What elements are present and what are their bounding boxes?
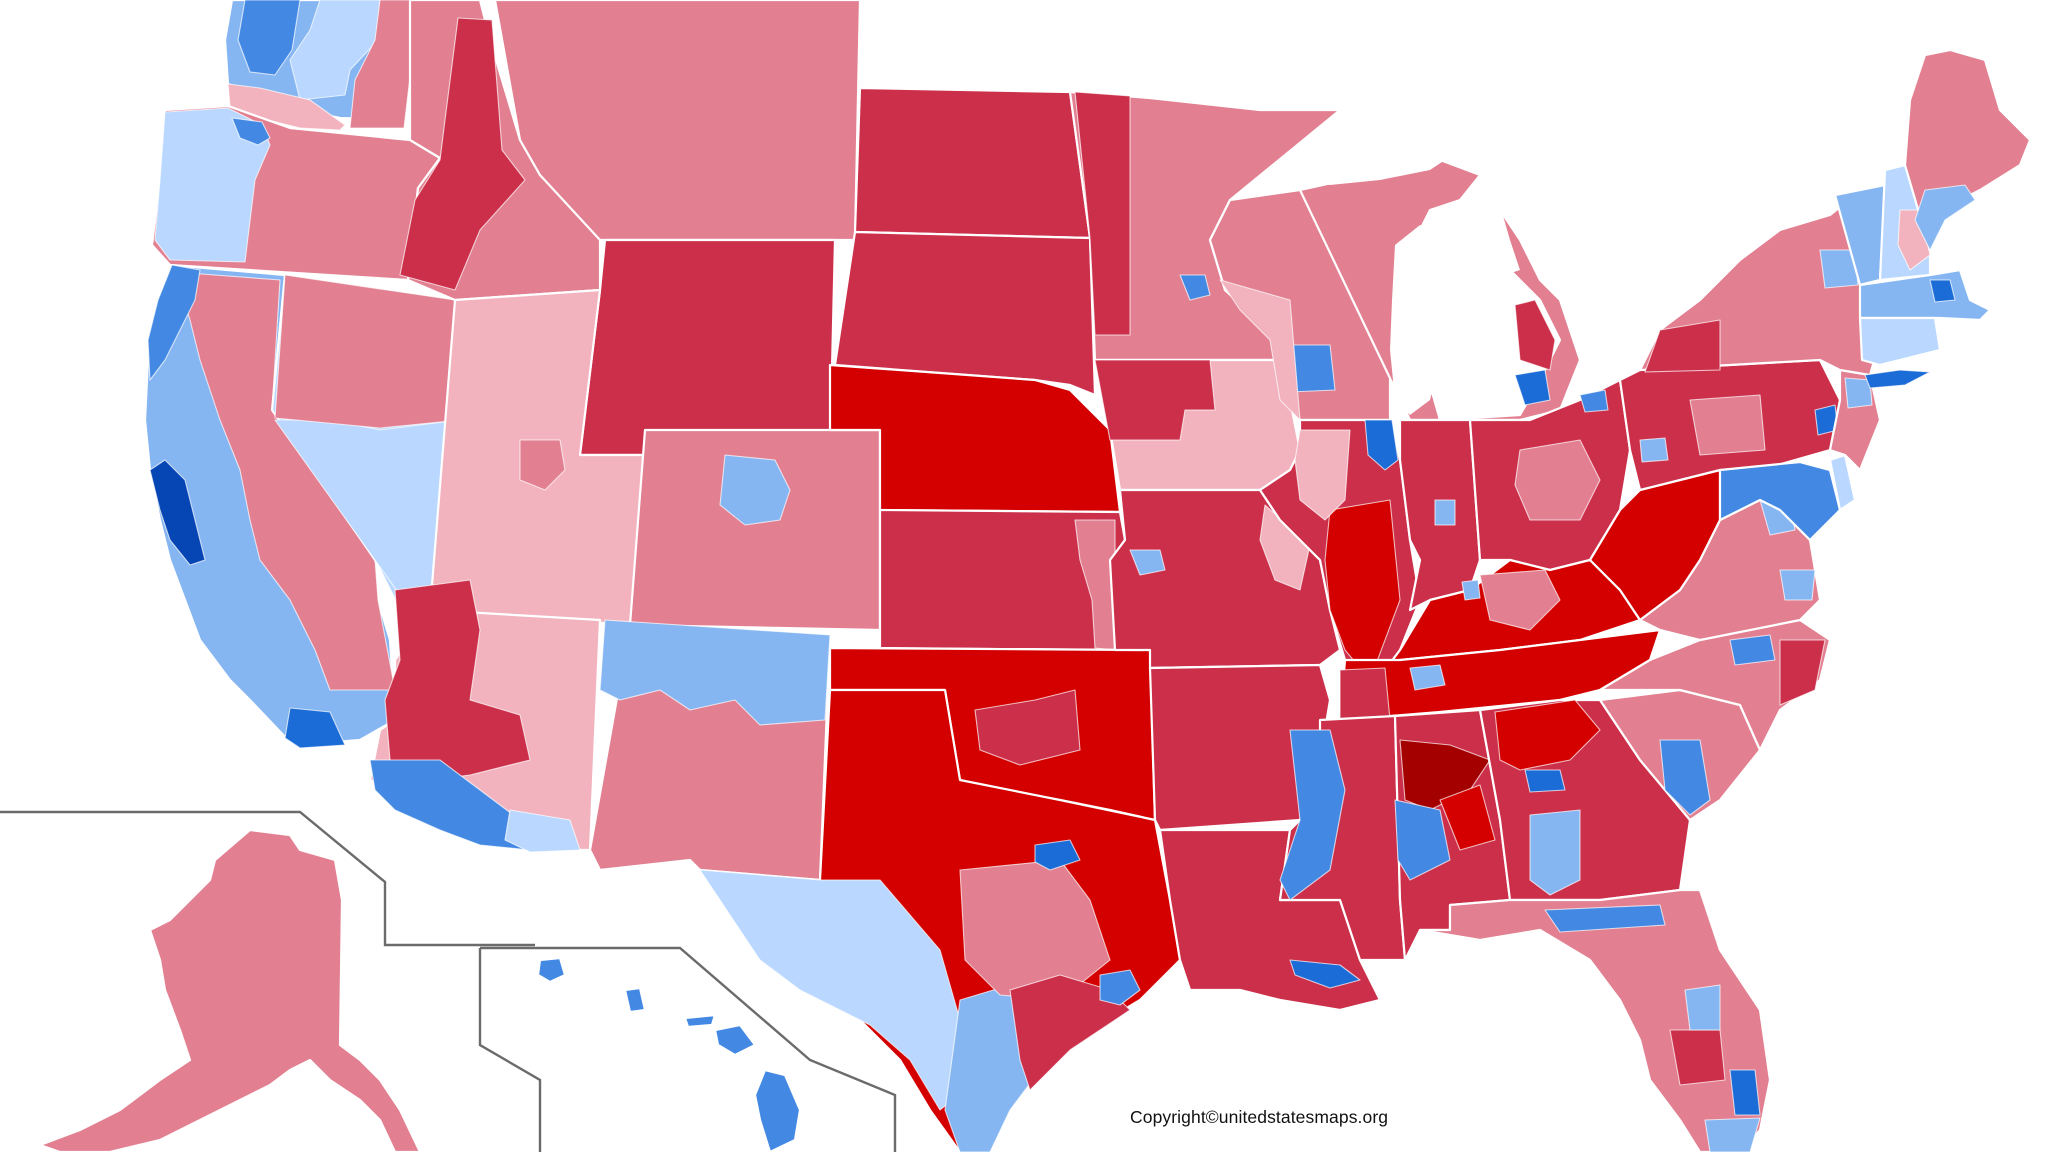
district-PA-central[interactable] [1689,394,1766,456]
district-AL-3[interactable] [1439,784,1496,851]
district-CO-denver[interactable] [719,454,791,526]
lake-huron [1470,200,1520,275]
district-NJ-north[interactable] [1844,377,1873,409]
district-FL-tampa[interactable] [1669,1029,1726,1086]
region-MI[interactable]: Michigan [1298,158,1582,422]
district-NC-east[interactable] [1779,639,1826,706]
district-FL-palm[interactable] [1729,1069,1761,1116]
district-SC-6[interactable] [1659,739,1711,816]
district-TX-west[interactable] [699,869,966,1111]
district-AL-7[interactable] [1394,799,1451,881]
district-TN-nashville[interactable] [1409,664,1446,691]
district-NY-albany[interactable] [1819,249,1859,289]
region-AK[interactable]: Alaska [38,828,422,1152]
district-TX-central[interactable] [959,859,1111,1001]
district-OK-okc[interactable] [974,689,1081,766]
district-TN-memphis[interactable] [1339,667,1391,721]
district-OR-coast[interactable] [154,107,271,263]
district-CA-bay[interactable] [149,459,206,566]
hawaii-inset-border [478,946,897,1152]
district-OR-portland[interactable] [231,117,271,146]
district-AZ-tucson[interactable] [504,809,581,853]
district-MI-thumb[interactable] [1514,299,1556,371]
district-GA-2[interactable] [1529,809,1581,896]
district-WA-coast[interactable] [237,0,301,76]
district-TX-coast[interactable] [1009,974,1131,1091]
district-UT-slc[interactable] [519,439,566,491]
region-HI-maui[interactable]: Hawaii [713,1023,757,1057]
district-IL-chicago[interactable] [1364,419,1399,471]
lake-michigan [1390,225,1450,415]
district-LA-nola[interactable] [1289,959,1361,989]
district-TX-dallas[interactable] [1034,839,1081,871]
district-KS-3[interactable] [1074,519,1116,651]
district-WI-southwest[interactable] [1219,279,1301,421]
district-KY-lou-dem[interactable] [1461,579,1481,601]
district-CA-north-coast[interactable] [147,264,201,381]
district-GA-north[interactable] [1494,699,1601,771]
lake-superior [1300,140,1460,185]
district-TX-houston[interactable] [1099,969,1141,1006]
region-MT[interactable]: Montana [493,0,862,242]
region-HI-oahu[interactable]: Hawaii [623,986,647,1014]
district-MS-2[interactable] [1279,729,1346,901]
district-NC-triangle[interactable] [1729,634,1776,666]
district-ME-1[interactable] [1914,184,1976,251]
district-CA-la[interactable] [284,707,346,749]
district-OH-central[interactable] [1514,439,1601,521]
region-FL[interactable]: Florida [1418,888,1772,1152]
district-FL-miami[interactable] [1704,1117,1761,1152]
district-MN-west[interactable] [1074,91,1131,336]
district-AZ-phoenix[interactable] [369,759,531,851]
region-HI-molokai[interactable]: Hawaii [683,1013,717,1029]
region-MD[interactable]: Maryland [1718,460,1842,542]
district-NY-nyc[interactable] [1864,369,1931,389]
district-FL-tallahassee[interactable] [1544,904,1666,933]
district-AZ-1[interactable] [384,579,531,781]
district-GA-atlanta[interactable] [1524,769,1566,793]
district-IA-4[interactable] [1094,359,1216,441]
district-NV-north[interactable] [274,274,461,429]
district-FL-orlando[interactable] [1684,984,1721,1031]
district-IL-west[interactable] [1294,429,1351,521]
copyright-text: Copyright©unitedstatesmaps.org [1130,1107,1389,1127]
district-MN-metro[interactable] [1179,274,1211,301]
region-WY[interactable]: Wyoming [578,238,837,457]
region-HI-big-island[interactable]: Hawaii [753,1068,802,1152]
district-MA-boston[interactable] [1929,279,1956,303]
alaska-inset-border [0,810,535,947]
district-NM-1[interactable] [599,619,831,726]
region-HI-kauai[interactable]: Hawaii [536,956,567,984]
region-ND[interactable]: North Dakota [853,86,1092,240]
district-KY-louisville[interactable] [1479,569,1561,631]
region-CT[interactable]: Connecticut [1858,316,1942,367]
district-ID-1[interactable] [399,17,526,291]
district-MI-detroit[interactable] [1514,369,1551,406]
district-VA-hampton[interactable] [1779,569,1816,601]
district-NY-western[interactable] [1644,319,1721,373]
district-MO-kc[interactable] [1129,549,1166,576]
region-DE[interactable]: Delaware [1828,453,1857,512]
district-IN-indy[interactable] [1434,499,1456,526]
district-OH-cleveland[interactable] [1579,389,1609,413]
district-PA-pittsburgh[interactable] [1639,437,1669,463]
